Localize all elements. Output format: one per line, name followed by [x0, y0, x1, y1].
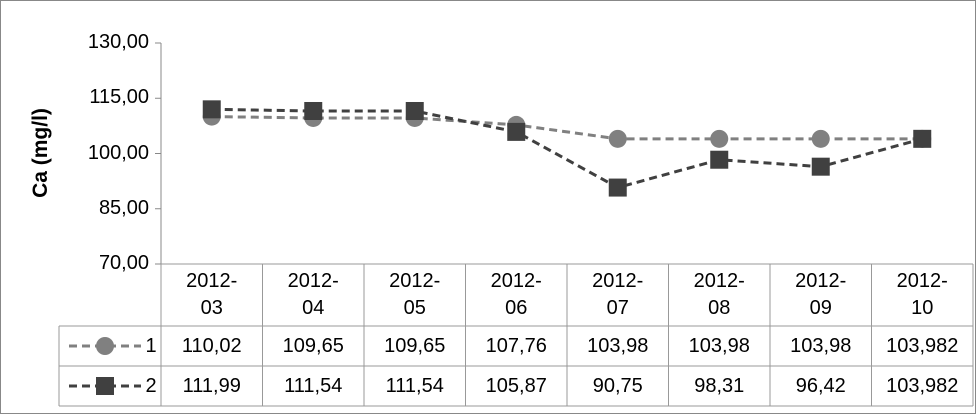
point — [608, 178, 627, 197]
x-tick-label: 2012-06 — [490, 270, 542, 319]
x-tick-label: 2012-09 — [795, 270, 847, 319]
point — [710, 129, 729, 148]
point — [202, 100, 221, 119]
data-cell: 110,02 — [181, 334, 242, 357]
y-tick-label: 130,00 — [87, 31, 149, 53]
data-cell: 111,54 — [385, 374, 444, 397]
data-cell: 111,99 — [182, 374, 241, 397]
category-cell: 2012-04 — [263, 264, 365, 326]
y-tick-label: 115,00 — [89, 86, 149, 109]
data-cell: 103,98 — [688, 334, 750, 357]
legend-label: 2 — [145, 374, 157, 397]
category-cell: 2012-06 — [466, 264, 568, 326]
data-cell: 103,982 — [886, 374, 959, 397]
legend-label: 1 — [145, 334, 157, 357]
data-cell: 103,98 — [790, 334, 852, 357]
series-line — [211, 115, 923, 141]
y-tick-label: 100,00 — [87, 141, 149, 164]
data-cell: 103,98 — [587, 334, 649, 357]
x-tick-label: 2012-08 — [693, 270, 745, 319]
point — [811, 157, 830, 176]
x-tick-label: 2012-07 — [592, 270, 644, 319]
category-cell: 2012-09 — [770, 264, 872, 326]
y-tick-label: 85,00 — [98, 196, 149, 219]
category-cell: 2012-05 — [364, 264, 466, 326]
legend-marker — [96, 377, 114, 395]
data-cell: 90,75 — [592, 374, 643, 397]
data-cell: 98,31 — [694, 374, 745, 397]
point — [608, 129, 627, 148]
data-cell: 96,42 — [795, 374, 846, 397]
category-cell: 2012-07 — [567, 264, 669, 326]
x-tick-label: 2012-05 — [389, 270, 441, 319]
data-cell: 103,982 — [886, 334, 959, 357]
series-line — [211, 107, 923, 190]
data-cell: 107,76 — [485, 334, 547, 357]
category-cell: 2012-10 — [872, 264, 974, 326]
legend-marker — [96, 337, 114, 355]
x-tick-label: 2012-03 — [186, 270, 238, 319]
category-cell: 2012-08 — [669, 264, 771, 326]
point — [405, 101, 424, 120]
data-cell: 109,65 — [384, 334, 446, 357]
x-tick-label: 2012-10 — [896, 270, 948, 319]
point — [811, 129, 830, 148]
point — [913, 129, 932, 148]
data-cell: 109,65 — [282, 334, 344, 357]
point — [710, 150, 729, 169]
x-tick-label: 2012-04 — [287, 270, 339, 319]
y-tick-label: 70,00 — [98, 252, 149, 274]
point — [507, 122, 526, 141]
data-cell: 105,87 — [485, 374, 547, 397]
point — [304, 101, 323, 120]
category-cell: 2012-03 — [161, 264, 263, 326]
data-cell: 111,54 — [284, 374, 343, 397]
